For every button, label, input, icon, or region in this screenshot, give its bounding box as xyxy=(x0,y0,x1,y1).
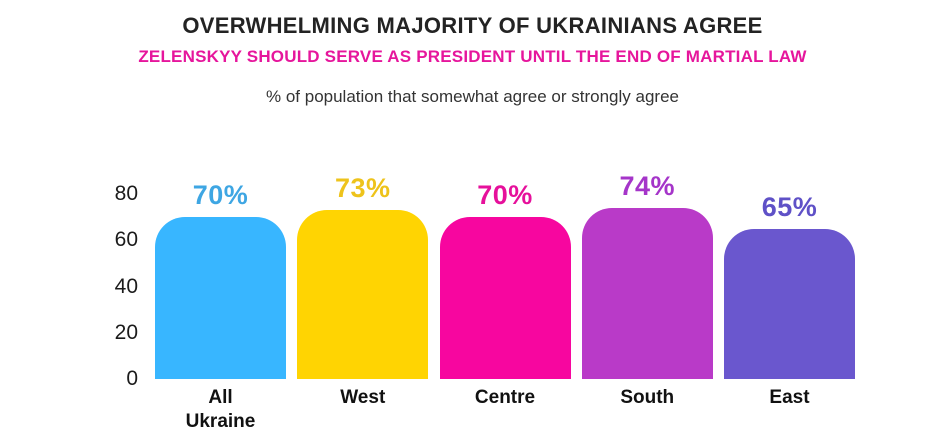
bar-west xyxy=(297,210,429,379)
y-tick-80: 80 xyxy=(114,182,138,205)
bar-all-ukraine xyxy=(155,217,286,379)
chart-subtitle: ZELENSKYY SHOULD SERVE AS PRESIDENT UNTI… xyxy=(138,47,807,66)
bar-centre xyxy=(439,217,571,379)
x-label-east: East xyxy=(769,387,810,408)
value-label-all-ukraine: 70% xyxy=(192,180,249,211)
bar-east xyxy=(724,228,855,379)
x-label-west: West xyxy=(340,387,386,408)
bar-south xyxy=(581,207,713,379)
y-tick-20: 20 xyxy=(114,320,138,344)
value-label-south: 74% xyxy=(619,170,676,201)
y-tick-40: 40 xyxy=(114,274,138,298)
value-label-west: 73% xyxy=(334,173,391,204)
chart-caption: % of population that somewhat agree or s… xyxy=(266,87,679,106)
page-title: OVERWHELMING MAJORITY OF UKRAINIANS AGRE… xyxy=(182,13,763,38)
value-label-centre: 70% xyxy=(477,180,533,211)
x-label-centre: Centre xyxy=(474,387,536,408)
y-tick-60: 60 xyxy=(114,228,138,252)
x-label-south: South xyxy=(620,387,675,408)
value-label-east: 65% xyxy=(761,191,818,222)
x-label-all-ukraine: All Ukraine xyxy=(185,387,256,432)
y-tick-0: 0 xyxy=(126,367,138,390)
